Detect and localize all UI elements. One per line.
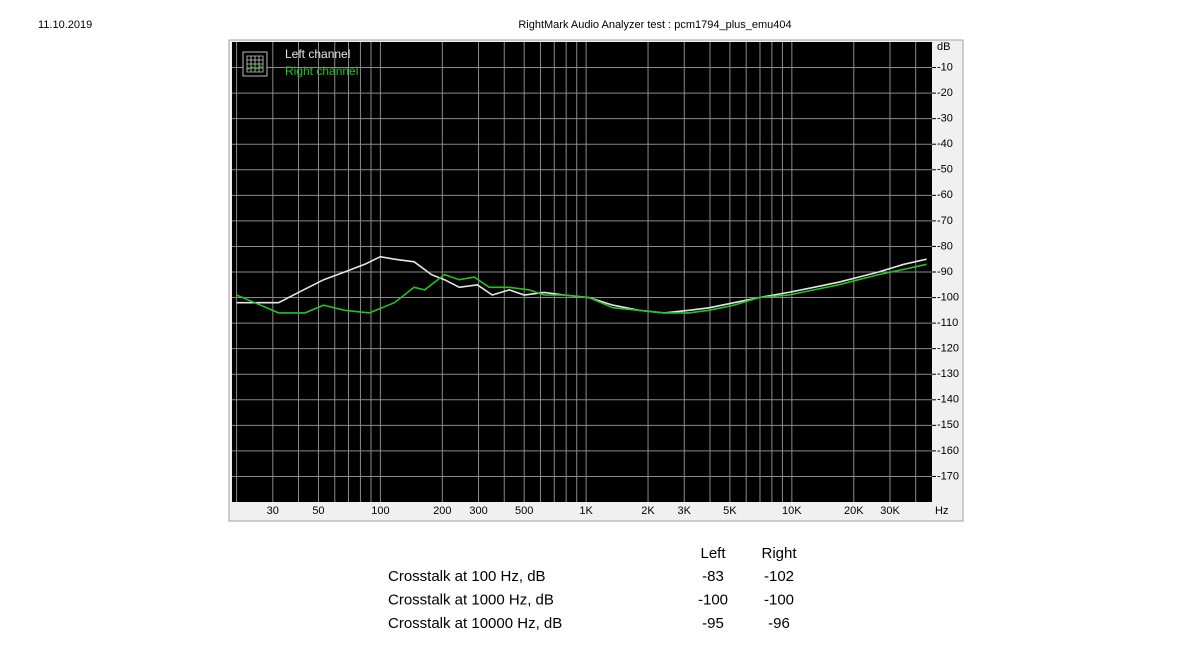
- y-tick-label: -30: [937, 113, 953, 125]
- x-tick-label: 500: [515, 505, 533, 517]
- table: Left Right Crosstalk at 100 Hz, dB -83 -102 C…: [388, 545, 797, 632]
- y-tick-label: -150: [937, 419, 959, 431]
- x-tick-label: 30: [267, 505, 279, 517]
- y-tick-label: -130: [937, 368, 959, 380]
- table-header: Right: [761, 545, 797, 562]
- row-label: Crosstalk at 10000 Hz, dB: [388, 615, 562, 632]
- legend-icon-grid: [246, 55, 264, 73]
- legend-entries: Left channel Right channel: [285, 47, 358, 78]
- y-tick-label: -90: [937, 266, 953, 278]
- y-tick-label: -60: [937, 189, 953, 201]
- x-tick-label: 200: [433, 505, 451, 517]
- row-label: Crosstalk at 100 Hz, dB: [388, 568, 546, 585]
- x-tick-label: 10K: [782, 505, 802, 517]
- x-tick-label: 1K: [579, 505, 593, 517]
- x-tick-label: 300: [469, 505, 487, 517]
- y-tick-label: -100: [937, 291, 959, 303]
- y-tick-label: -120: [937, 343, 959, 355]
- row-label: Crosstalk at 1000 Hz, dB: [388, 591, 554, 608]
- cell: -100: [764, 591, 794, 608]
- y-tick-label: -40: [937, 138, 953, 150]
- chart-title: RightMark Audio Analyzer test : pcm1794_…: [518, 19, 791, 31]
- x-tick-label: 5K: [723, 505, 737, 517]
- y-tick-label: -50: [937, 164, 953, 176]
- cell: -83: [702, 568, 724, 585]
- series-line: [236, 255, 927, 314]
- x-tick-label: 100: [371, 505, 389, 517]
- y-unit: dB: [937, 41, 950, 53]
- y-tick-label: -10: [937, 61, 953, 73]
- date: 11.10.2019: [38, 19, 92, 31]
- y-tick-label: -70: [937, 215, 953, 227]
- x-tick-label: 30K: [880, 505, 900, 517]
- y-tick-label: -80: [937, 240, 953, 252]
- legend: [242, 51, 268, 77]
- series-line: [236, 263, 927, 314]
- x-tick-label: 3K: [678, 505, 692, 517]
- y-tick-label: -110: [937, 317, 958, 329]
- cell: -100: [698, 591, 728, 608]
- y-tick-label: -160: [937, 445, 959, 457]
- lines: [236, 255, 927, 314]
- x-tick-label: 20K: [844, 505, 864, 517]
- legend-label: Right channel: [285, 64, 358, 78]
- cell: -96: [768, 615, 790, 632]
- legend-label: Left channel: [285, 47, 350, 61]
- x-unit: Hz: [935, 505, 948, 517]
- y-tick-label: -20: [937, 87, 953, 99]
- x-tick-label: 50: [312, 505, 324, 517]
- y-tick-label: -170: [937, 470, 959, 482]
- x-tick-label: 2K: [641, 505, 655, 517]
- y-tick-label: -140: [937, 394, 959, 406]
- legend-icon-line: [246, 65, 264, 71]
- table-header: Left: [700, 545, 726, 562]
- cell: -95: [702, 615, 724, 632]
- cell: -102: [764, 568, 794, 585]
